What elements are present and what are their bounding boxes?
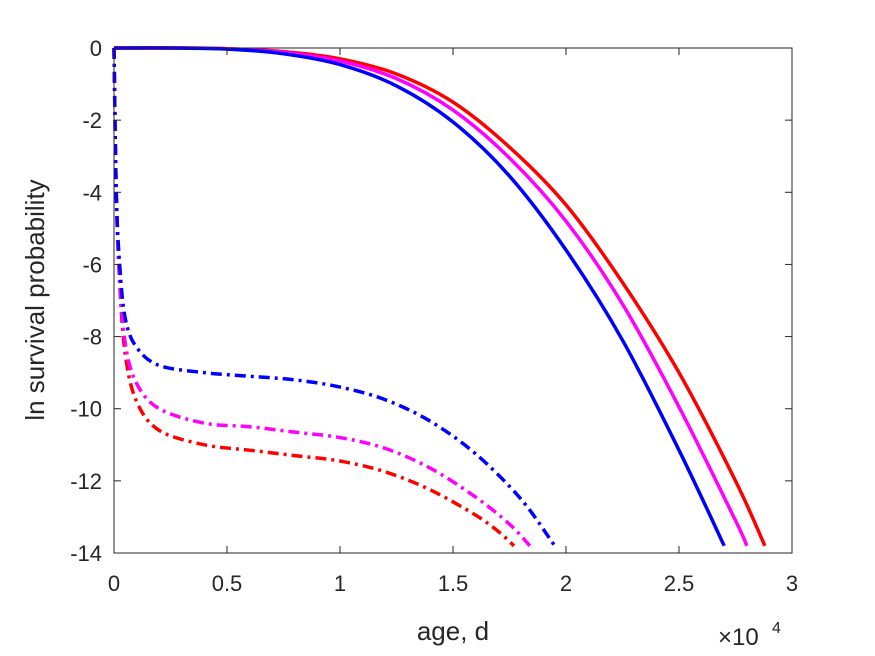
y-tick-label: -6 xyxy=(82,252,102,277)
y-tick-label: -10 xyxy=(70,397,102,422)
plot-area xyxy=(114,48,792,553)
y-tick-label: -2 xyxy=(82,108,102,133)
y-tick-label: -14 xyxy=(70,541,102,566)
y-axis-label: ln survival probability xyxy=(20,179,50,420)
x-multiplier-text: ×10 xyxy=(718,624,759,651)
x-ticks: 0 0.5 1 1.5 2 2.5 3 xyxy=(108,48,798,596)
y-tick-label: 0 xyxy=(90,36,102,61)
x-exponent-label: ×10 4 xyxy=(718,620,781,651)
x-multiplier-exponent: 4 xyxy=(772,620,781,637)
y-tick-label: -8 xyxy=(82,325,102,350)
x-tick-label: 2 xyxy=(560,571,572,596)
x-tick-label: 0 xyxy=(108,571,120,596)
x-tick-label: 2.5 xyxy=(664,571,695,596)
x-tick-label: 1.5 xyxy=(438,571,469,596)
x-axis-label: age, d xyxy=(417,616,489,646)
y-tick-label: -12 xyxy=(70,469,102,494)
series-line-6 xyxy=(112,47,557,547)
x-tick-label: 3 xyxy=(786,571,798,596)
x-tick-label: 1 xyxy=(334,571,346,596)
x-tick-label: 0.5 xyxy=(212,571,243,596)
y-tick-label: -4 xyxy=(82,180,102,205)
y-ticks: 0 -2 -4 -6 -8 -10 -12 -14 xyxy=(70,36,792,566)
